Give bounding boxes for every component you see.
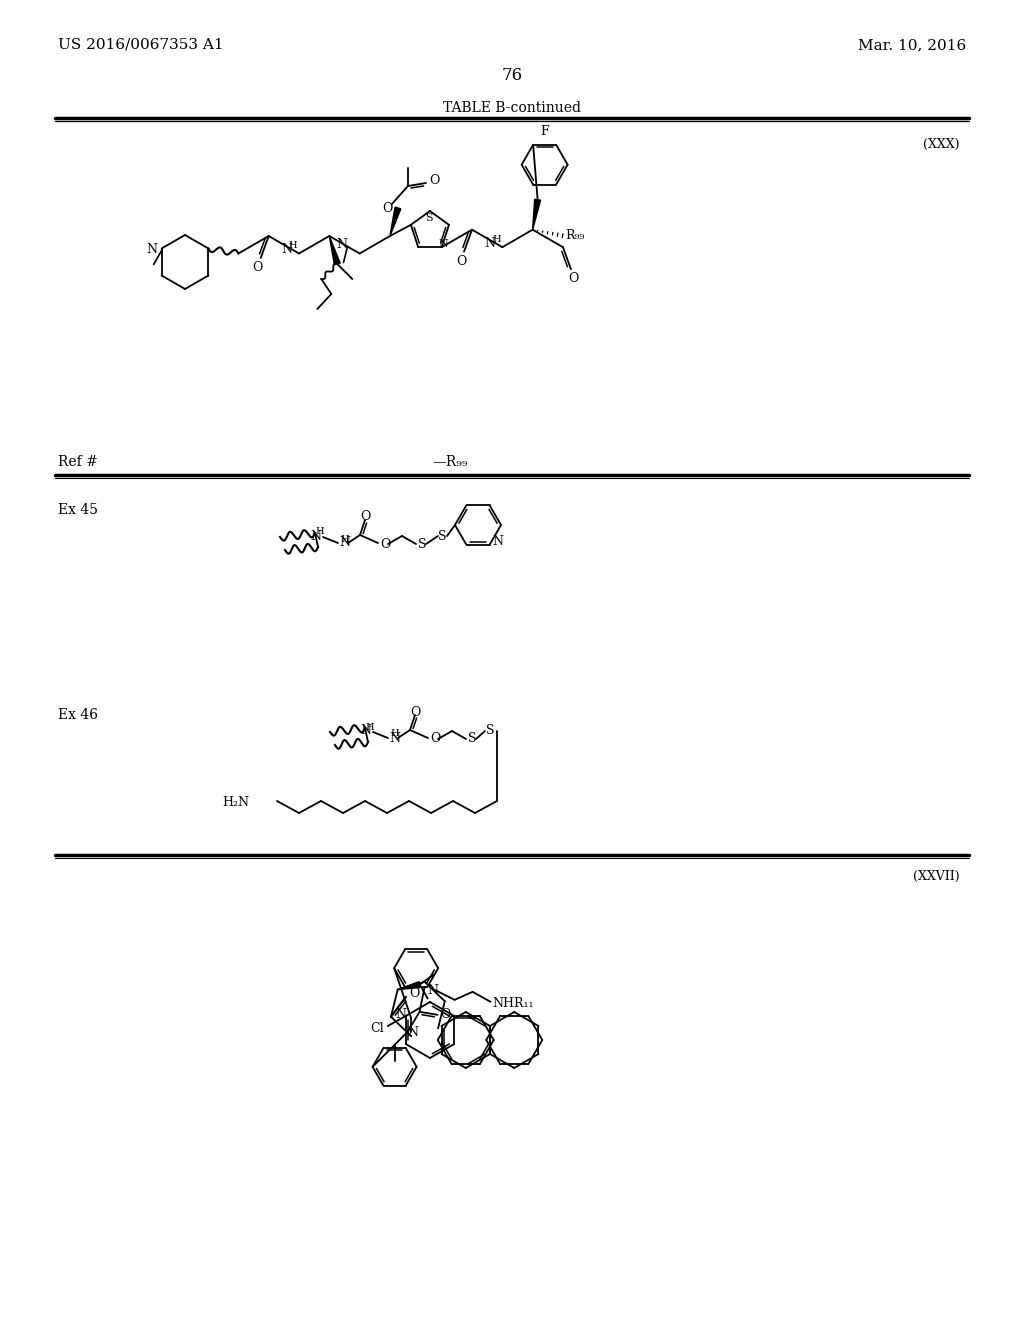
- Text: N: N: [339, 536, 350, 549]
- Text: H: H: [289, 242, 297, 249]
- Text: N: N: [439, 239, 449, 249]
- Text: N: N: [360, 725, 372, 738]
- Text: N: N: [428, 983, 438, 997]
- Polygon shape: [330, 236, 340, 265]
- Text: O: O: [429, 174, 439, 187]
- Text: H: H: [492, 235, 501, 244]
- Text: R₉₉: R₉₉: [565, 230, 585, 242]
- Text: Cl: Cl: [370, 1022, 384, 1035]
- Text: US 2016/0067353 A1: US 2016/0067353 A1: [58, 38, 223, 51]
- Text: S: S: [418, 537, 427, 550]
- Text: N: N: [310, 529, 322, 543]
- Text: O: O: [568, 272, 580, 285]
- Text: O: O: [380, 537, 390, 550]
- Text: (XXVII): (XXVII): [913, 870, 961, 883]
- Text: TABLE B-continued: TABLE B-continued: [443, 102, 581, 115]
- Text: S: S: [486, 725, 495, 738]
- Polygon shape: [532, 199, 541, 230]
- Text: H₂N: H₂N: [222, 796, 249, 809]
- Text: 76: 76: [502, 67, 522, 84]
- Polygon shape: [390, 207, 400, 236]
- Text: NHR₁₁: NHR₁₁: [493, 998, 535, 1010]
- Text: N: N: [395, 1008, 406, 1022]
- Text: Ref #: Ref #: [58, 455, 98, 469]
- Text: H: H: [341, 535, 349, 544]
- Text: F: F: [541, 124, 549, 137]
- Text: N: N: [282, 243, 293, 256]
- Text: O: O: [253, 261, 263, 275]
- Text: O: O: [430, 733, 440, 746]
- Text: Ex 46: Ex 46: [58, 708, 98, 722]
- Text: H: H: [315, 528, 325, 536]
- Text: S: S: [468, 733, 476, 746]
- Text: (XXX): (XXX): [924, 139, 961, 150]
- Text: O: O: [440, 1008, 451, 1022]
- Text: O: O: [409, 987, 420, 1001]
- Text: Ex 45: Ex 45: [58, 503, 98, 517]
- Text: O: O: [359, 511, 371, 524]
- Text: N: N: [336, 238, 347, 251]
- Text: O: O: [383, 202, 393, 214]
- Text: Mar. 10, 2016: Mar. 10, 2016: [858, 38, 966, 51]
- Text: H: H: [366, 722, 375, 731]
- Text: O: O: [410, 705, 420, 718]
- Text: O: O: [456, 255, 466, 268]
- Text: N: N: [408, 1026, 419, 1039]
- Text: N: N: [484, 236, 496, 249]
- Text: S: S: [425, 213, 433, 223]
- Polygon shape: [397, 982, 421, 990]
- Text: N: N: [389, 731, 400, 744]
- Text: —R₉₉: —R₉₉: [432, 455, 468, 469]
- Text: N: N: [146, 243, 158, 256]
- Text: H: H: [391, 730, 399, 738]
- Text: N: N: [493, 536, 504, 548]
- Text: S: S: [438, 529, 446, 543]
